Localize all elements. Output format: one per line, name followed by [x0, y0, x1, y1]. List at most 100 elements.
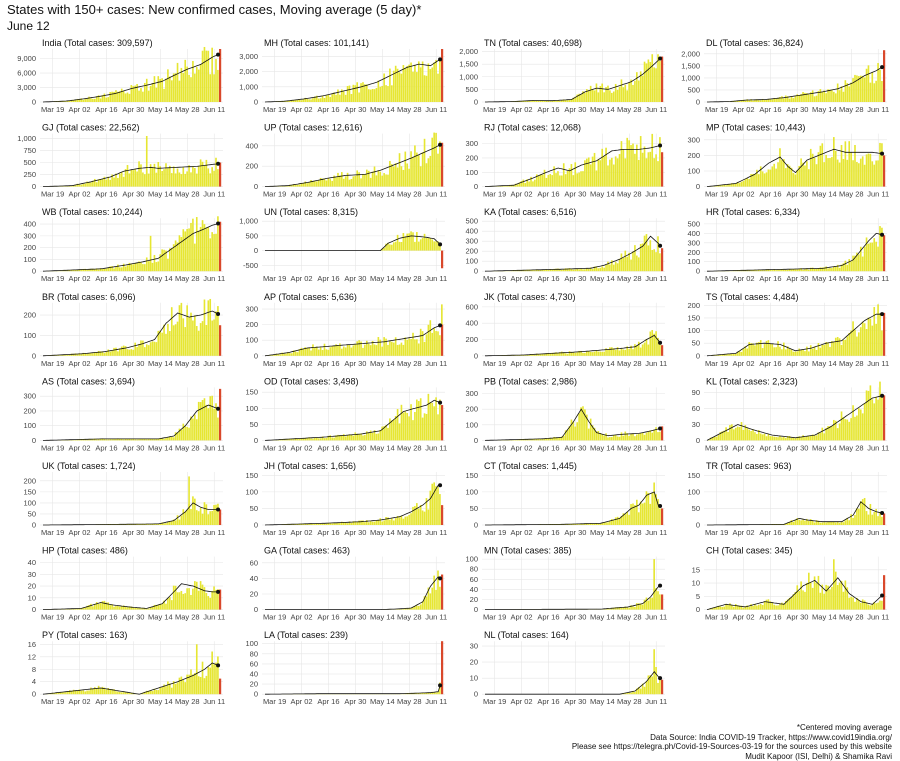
daily-bar [757, 100, 760, 102]
daily-bar [784, 95, 787, 102]
daily-bar [182, 593, 185, 610]
daily-bar [574, 269, 577, 272]
daily-bar [360, 520, 362, 525]
daily-bar [352, 176, 355, 187]
daily-bar [74, 99, 77, 102]
y-tick-label: 500 [465, 85, 478, 94]
daily-bar [342, 91, 345, 102]
daily-bar [865, 329, 868, 356]
daily-bar [532, 439, 534, 441]
daily-bar [522, 270, 525, 272]
daily-bar [597, 523, 600, 525]
panel-title: OD (Total cases: 3,498) [264, 376, 359, 386]
x-tick-label: Mar 19 [41, 613, 64, 622]
daily-bar [344, 347, 347, 356]
daily-bar [130, 85, 133, 102]
daily-bar [607, 349, 609, 356]
daily-bar [383, 73, 385, 102]
y-tick-label: 0 [474, 690, 478, 699]
daily-bar [142, 264, 144, 272]
daily-bar [765, 436, 768, 441]
daily-bar [90, 352, 92, 356]
daily-bar [587, 90, 590, 102]
daily-bar [873, 511, 876, 525]
daily-bar [151, 262, 154, 272]
daily-bar [759, 603, 762, 610]
daily-bar [113, 177, 115, 187]
daily-bar [325, 437, 328, 441]
daily-bar [657, 432, 659, 441]
daily-bar [788, 348, 791, 356]
daily-bar [742, 429, 745, 441]
daily-bar [396, 515, 399, 525]
daily-bar [315, 523, 318, 525]
x-tick-label: Apr 02 [68, 613, 90, 622]
daily-bar [159, 78, 162, 102]
daily-bar [375, 175, 378, 187]
x-tick-label: Apr 02 [68, 190, 90, 199]
daily-bar [715, 185, 718, 187]
daily-bar [532, 181, 534, 187]
daily-bar [155, 604, 158, 610]
daily-bar [105, 97, 108, 102]
daily-bar [792, 351, 795, 356]
daily-bar [310, 350, 312, 356]
daily-bar [643, 235, 646, 272]
daily-bar [383, 247, 385, 251]
x-tick-label: May 14 [148, 443, 173, 452]
daily-bar [775, 605, 777, 610]
x-tick-label: Apr 16 [317, 105, 339, 114]
daily-bar [829, 426, 831, 441]
daily-bar [659, 679, 661, 695]
latest-day-bar [219, 589, 222, 610]
daily-bar [325, 349, 328, 356]
daily-bar [809, 92, 812, 102]
daily-bar [869, 503, 872, 525]
daily-bar [184, 512, 187, 525]
daily-bar [90, 603, 92, 610]
x-tick-label: Apr 16 [317, 613, 339, 622]
moving-average-line [485, 491, 661, 526]
daily-bar [350, 522, 353, 525]
daily-bar [306, 347, 308, 356]
daily-bar [526, 439, 528, 441]
daily-bar [427, 692, 430, 695]
daily-bar [516, 184, 519, 187]
y-tick-label: 5 [696, 592, 700, 601]
daily-bar [833, 137, 835, 187]
daily-bar [769, 99, 772, 102]
daily-bar [775, 168, 777, 187]
daily-bar [190, 669, 192, 695]
daily-bar [603, 92, 605, 102]
daily-bar [727, 604, 729, 610]
x-tick-label: May 14 [148, 613, 173, 622]
daily-bar [153, 604, 156, 610]
daily-bar [808, 94, 810, 102]
x-tick-label: Mar 19 [483, 613, 506, 622]
daily-bar [105, 351, 108, 356]
daily-bar [93, 352, 96, 356]
daily-bar [611, 347, 613, 356]
daily-bar [423, 511, 426, 525]
daily-bar [145, 523, 148, 525]
x-tick-label: Jun 11 [645, 274, 667, 283]
daily-bar [595, 83, 598, 102]
daily-bar [194, 673, 196, 695]
x-tick-label: May 14 [590, 105, 615, 114]
footer-note-line: Data Source: India COVID-19 Tracker, htt… [650, 732, 892, 742]
daily-bar [209, 511, 212, 525]
moving-average-line [265, 235, 441, 251]
moving-average-line [43, 404, 219, 441]
y-tick-label: 50 [250, 420, 258, 429]
x-tick-label: Apr 02 [290, 528, 312, 537]
x-tick-label: Jun 11 [203, 359, 225, 368]
x-tick-label: Apr 16 [317, 528, 339, 537]
daily-bar [746, 99, 749, 102]
daily-bar [398, 609, 401, 610]
daily-bar [67, 100, 69, 102]
daily-bar [831, 341, 833, 356]
daily-bar [138, 607, 140, 610]
daily-bar [379, 429, 382, 441]
daily-bar [124, 346, 127, 356]
daily-bar [881, 396, 883, 441]
